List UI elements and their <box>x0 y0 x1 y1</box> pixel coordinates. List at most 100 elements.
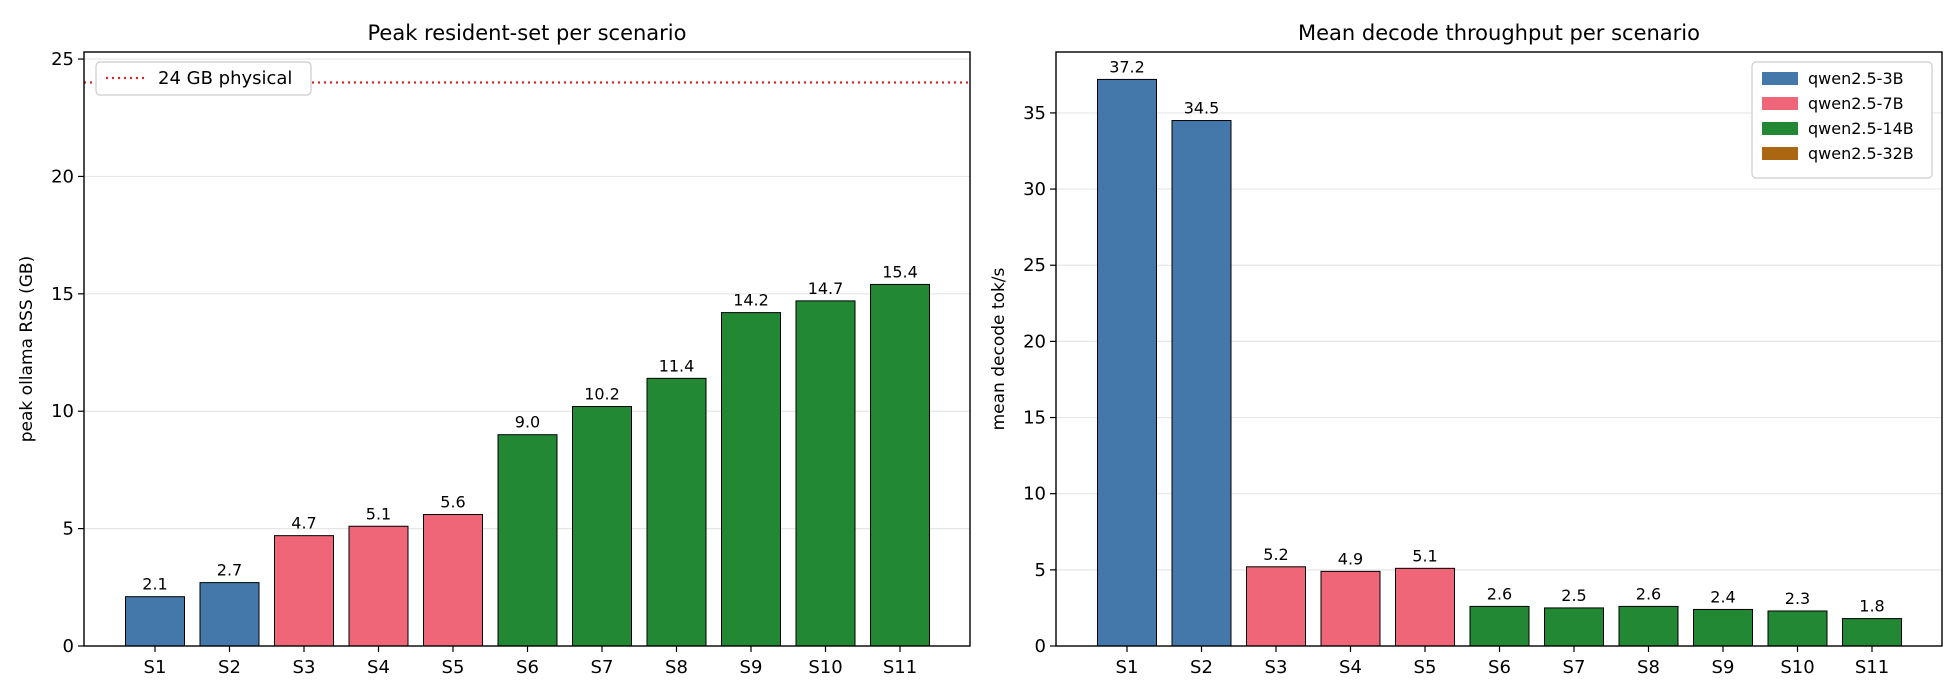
rss-y-tick-label: 10 <box>51 401 74 422</box>
rss-x-tick-label: S8 <box>665 657 688 678</box>
rss-bar <box>795 300 856 647</box>
rss-bar <box>497 434 558 647</box>
throughput-x-tick-label: S1 <box>1116 657 1139 678</box>
throughput-x-tick-label: S7 <box>1563 657 1586 678</box>
throughput-y-tick-label: 0 <box>1035 636 1046 657</box>
rss-x-tick-label: S9 <box>740 657 763 678</box>
throughput-y-tick-label: 10 <box>1023 484 1046 505</box>
rss-x-tick-label: S1 <box>144 657 167 678</box>
throughput-legend: qwen2.5-3B qwen2.5-7B qwen2.5-14B qwen2.5-3… <box>1751 61 1933 179</box>
rss-y-tick-label: 25 <box>51 49 74 70</box>
rss-bar-value-label: 5.6 <box>440 493 465 512</box>
rss-legend-box <box>95 61 312 96</box>
rss-bar-value-label: 9.0 <box>515 413 540 432</box>
rss-bar <box>199 582 260 647</box>
throughput-bar <box>1544 607 1604 647</box>
throughput-y-tick-label: 20 <box>1023 331 1046 352</box>
throughput-legend-swatch <box>1762 97 1798 110</box>
throughput-legend-swatch <box>1762 72 1798 85</box>
throughput-x-tick-label: S11 <box>1855 657 1889 678</box>
rss-bar <box>572 406 632 647</box>
rss-x-tick-label: S2 <box>218 657 241 678</box>
throughput-y-tick-label: 15 <box>1023 408 1046 429</box>
rss-bar <box>870 283 930 647</box>
throughput-x-tick-label: S2 <box>1190 657 1213 678</box>
throughput-bar-value-label: 2.6 <box>1636 584 1661 603</box>
throughput-bar <box>1246 566 1306 647</box>
throughput-x-tick-label: S10 <box>1780 657 1814 678</box>
throughput-chart-y-axis-label: mean decode tok/s <box>989 267 1009 430</box>
throughput-chart: Mean decode throughput per scenario mean… <box>989 21 1943 678</box>
rss-y-tick-label: 5 <box>63 519 74 540</box>
throughput-legend-label: qwen2.5-3B <box>1808 69 1904 88</box>
throughput-y-tick-label: 35 <box>1023 103 1046 124</box>
rss-bar <box>721 312 781 647</box>
throughput-bar <box>1693 608 1753 647</box>
throughput-legend-label: qwen2.5-14B <box>1808 119 1914 138</box>
throughput-legend-swatch <box>1762 122 1798 135</box>
rss-y-tick-label: 0 <box>63 636 74 657</box>
rss-bar <box>423 514 483 647</box>
throughput-y-tick-label: 5 <box>1035 560 1046 581</box>
rss-bar-value-label: 2.1 <box>142 575 167 594</box>
throughput-legend-swatch <box>1762 147 1798 160</box>
rss-bar-value-label: 15.4 <box>882 262 918 281</box>
rss-x-tick-label: S7 <box>591 657 614 678</box>
throughput-x-tick-label: S4 <box>1339 657 1362 678</box>
rss-x-tick-label: S5 <box>442 657 465 678</box>
rss-bar-value-label: 2.7 <box>217 561 242 580</box>
throughput-x-tick-label: S8 <box>1637 657 1660 678</box>
throughput-bar-value-label: 2.4 <box>1710 587 1735 606</box>
throughput-bar-value-label: 1.8 <box>1859 597 1884 616</box>
rss-bar-value-label: 11.4 <box>659 356 695 375</box>
rss-bar <box>348 525 409 647</box>
throughput-x-tick-label: S5 <box>1414 657 1437 678</box>
rss-y-tick-label: 15 <box>51 284 74 305</box>
throughput-bar <box>1097 78 1157 647</box>
rss-y-tick-label: 20 <box>51 166 74 187</box>
rss-chart-y-axis-label: peak ollama RSS (GB) <box>17 256 37 442</box>
rss-legend-label: 24 GB physical <box>158 68 292 89</box>
rss-bar <box>646 377 707 647</box>
throughput-bar-value-label: 34.5 <box>1184 99 1220 118</box>
throughput-bar <box>1469 605 1530 647</box>
throughput-bar-value-label: 2.3 <box>1785 589 1810 608</box>
rss-chart: Peak resident-set per scenario peak olla… <box>17 21 971 678</box>
rss-bar <box>274 535 334 647</box>
throughput-x-tick-label: S3 <box>1265 657 1288 678</box>
throughput-bar-value-label: 2.6 <box>1487 584 1512 603</box>
throughput-bar <box>1767 610 1828 647</box>
rss-x-tick-label: S3 <box>293 657 316 678</box>
rss-x-tick-label: S6 <box>516 657 539 678</box>
throughput-legend-label: qwen2.5-32B <box>1808 144 1914 163</box>
rss-chart-title: Peak resident-set per scenario <box>367 21 686 45</box>
rss-plot-frame <box>83 51 971 647</box>
throughput-x-tick-label: S9 <box>1712 657 1735 678</box>
rss-bar-value-label: 14.7 <box>808 279 844 298</box>
throughput-y-tick-label: 30 <box>1023 179 1046 200</box>
throughput-bar <box>1395 567 1455 647</box>
throughput-bar-value-label: 4.9 <box>1338 549 1363 568</box>
throughput-bar <box>1320 570 1381 647</box>
rss-x-tick-label: S11 <box>883 657 917 678</box>
rss-bar-value-label: 4.7 <box>291 514 316 533</box>
throughput-bar-value-label: 2.5 <box>1561 586 1586 605</box>
throughput-plot-frame <box>1055 51 1943 647</box>
rss-legend: 24 GB physical <box>95 61 312 96</box>
throughput-y-tick-label: 25 <box>1023 255 1046 276</box>
throughput-bar <box>1618 605 1679 647</box>
throughput-bar-value-label: 5.2 <box>1263 545 1288 564</box>
rss-bar-value-label: 5.1 <box>366 504 391 523</box>
rss-bar-value-label: 14.2 <box>733 291 769 310</box>
rss-bar-value-label: 10.2 <box>584 385 620 404</box>
throughput-bar <box>1842 618 1902 647</box>
throughput-x-tick-label: S6 <box>1488 657 1511 678</box>
rss-x-tick-label: S10 <box>808 657 842 678</box>
throughput-bar-value-label: 5.1 <box>1412 546 1437 565</box>
rss-x-tick-label: S4 <box>367 657 390 678</box>
throughput-legend-label: qwen2.5-7B <box>1808 94 1904 113</box>
throughput-chart-title: Mean decode throughput per scenario <box>1298 21 1700 45</box>
throughput-bar <box>1171 120 1232 647</box>
throughput-bar-value-label: 37.2 <box>1109 57 1145 76</box>
